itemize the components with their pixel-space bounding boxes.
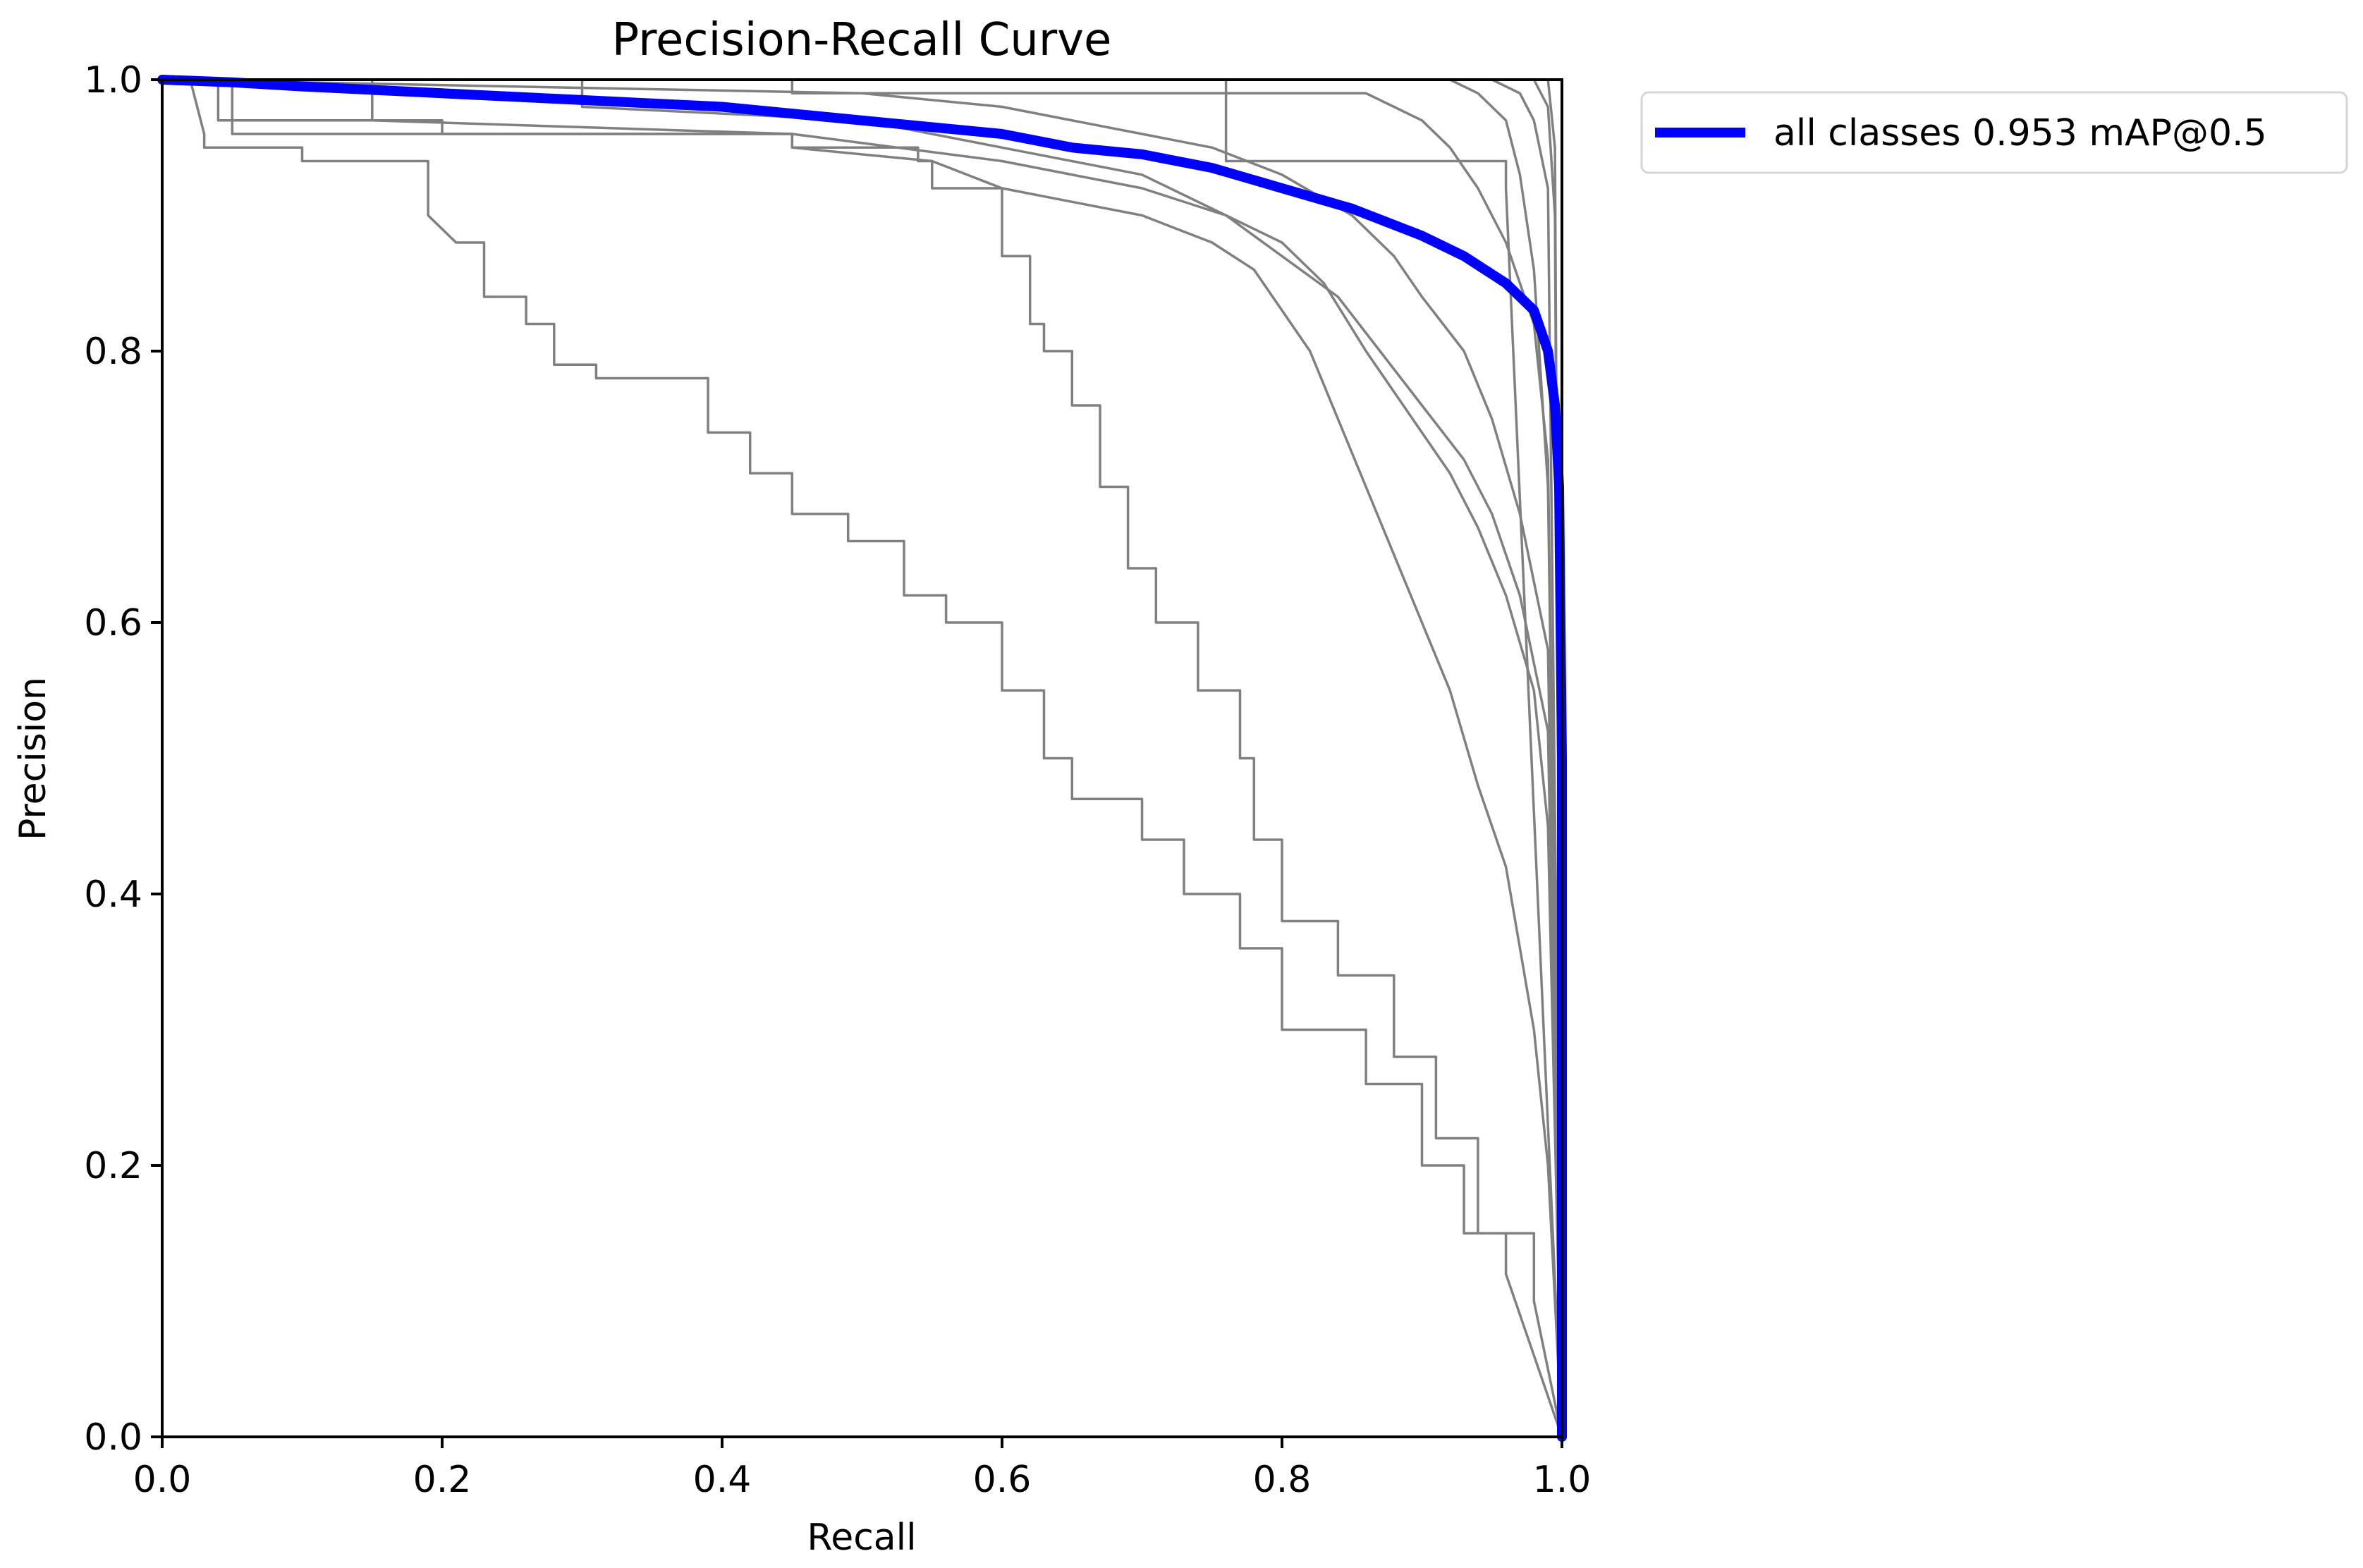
class-curve-10	[162, 78, 1563, 1438]
chart-title: Precision-Recall Curve	[612, 14, 1112, 66]
plot-frame	[161, 78, 1563, 1438]
legend-label-mean: all classes 0.953 mAP@0.5	[1773, 112, 2267, 154]
legend: all classes 0.953 mAP@0.5	[1640, 91, 2348, 174]
y-tick-label: 1.0	[84, 59, 142, 102]
legend-box	[1640, 91, 2348, 174]
class-curve-9	[162, 78, 1563, 1438]
x-tick-label: 0.8	[1253, 1459, 1312, 1501]
class-curve-12	[162, 78, 1563, 1438]
x-tick-label: 0.2	[413, 1459, 472, 1501]
y-tick-label: 0.8	[84, 331, 142, 373]
y-tick-label: 0.4	[84, 874, 142, 916]
mean-pr-curve	[157, 75, 1567, 1442]
x-tick-label: 0.6	[973, 1459, 1032, 1501]
class-curve-7	[162, 78, 1563, 1438]
class-curve-11	[162, 78, 1563, 1438]
x-tick-label: 0.0	[133, 1459, 192, 1501]
y-tick-label: 0.0	[84, 1416, 142, 1459]
x-axis-ticks: 0.0 0.2 0.4 0.6 0.8 1.0	[133, 1437, 1592, 1501]
class-curve-2	[162, 78, 1563, 1438]
y-axis-ticks: 0.0 0.2 0.4 0.6 0.8 1.0	[84, 59, 162, 1459]
x-axis-label: Recall	[807, 1517, 916, 1559]
class-curve-8	[162, 78, 1563, 1438]
class-curve-4	[162, 78, 1563, 1438]
class-curve-1	[162, 78, 1563, 1438]
class-curve-5	[162, 78, 1563, 1438]
class-curve-3	[162, 78, 1563, 1438]
per-class-curves	[161, 78, 1563, 1438]
x-tick-label: 0.4	[693, 1459, 752, 1501]
y-tick-label: 0.2	[84, 1145, 142, 1187]
y-tick-label: 0.6	[84, 602, 142, 644]
y-axis-label: Precision	[12, 677, 54, 840]
class-curve-6	[161, 78, 1563, 1438]
x-tick-label: 1.0	[1533, 1459, 1592, 1501]
